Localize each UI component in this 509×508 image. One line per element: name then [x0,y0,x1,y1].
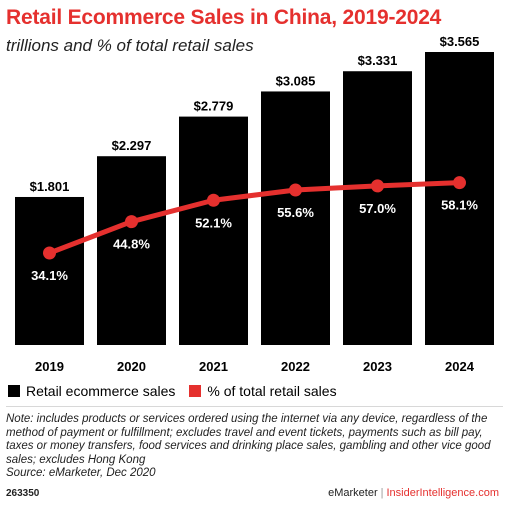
divider [6,406,503,407]
bars-layer [15,52,494,345]
labels-layer: $1.801 2019 $2.297 2020 $2.779 2021 $3.085 2022… [30,34,480,374]
insider-intelligence-link[interactable]: InsiderIntelligence.com [386,487,499,499]
brand-separator: | [380,487,384,499]
bar-2021 [179,116,248,345]
percent-point [371,179,384,193]
x-tick-label: 2021 [199,359,228,374]
percent-label: 44.8% [113,237,150,252]
legend-label-percent: % of total retail sales [207,383,337,399]
chart-id: 263350 [6,488,40,499]
legend-swatch-sales [8,385,20,397]
bar-2023 [343,71,412,345]
x-tick-label: 2020 [117,359,146,374]
bar-2020 [97,156,166,345]
bar-2022 [261,91,330,345]
percent-point [289,183,302,197]
bar-value-label: $3.565 [440,34,480,49]
chart-note: Note: includes products or services orde… [6,413,502,481]
percent-line [47,180,462,256]
x-tick-label: 2023 [363,359,392,374]
legend-label-sales: Retail ecommerce sales [26,383,176,399]
percent-label: 34.1% [31,268,68,283]
percent-label: 52.1% [195,215,232,230]
x-tick-label: 2024 [445,359,475,374]
x-tick-label: 2022 [281,359,310,374]
legend-swatch-percent [189,385,202,397]
footer-brand: eMarketer | InsiderIntelligence.com [328,487,499,499]
chart-plot: $1.801 2019 $2.297 2020 $2.779 2021 $3.085 2022… [15,34,494,374]
percent-label: 57.0% [359,201,396,216]
percent-point [43,246,56,260]
percent-point [125,215,138,229]
chart-subtitle: trillions and % of total retail sales [6,36,254,55]
chart-legend: Retail ecommerce sales % of total retail… [8,383,351,399]
percent-point [453,176,466,190]
note-text: Note: includes products or services orde… [6,413,491,466]
line-layer [43,176,466,260]
bar-2019 [15,196,84,345]
emarketer-logo: eMarketer [328,487,378,499]
percent-label: 58.1% [441,198,478,213]
percent-label: 55.6% [277,205,314,220]
source-text: Source: eMarketer, Dec 2020 [6,467,156,479]
bar-value-label: $1.801 [30,179,70,194]
chart-title: Retail Ecommerce Sales in China, 2019-20… [6,6,442,29]
bar-value-label: $3.331 [358,53,398,68]
legend-item-percent: % of total retail sales [189,383,337,399]
bar-value-label: $2.297 [112,138,152,153]
x-tick-label: 2019 [35,359,64,374]
bar-value-label: $3.085 [276,73,316,88]
bar-2024 [425,52,494,345]
percent-point [207,193,220,207]
bar-value-label: $2.779 [194,99,234,114]
legend-item-sales: Retail ecommerce sales [8,383,175,399]
